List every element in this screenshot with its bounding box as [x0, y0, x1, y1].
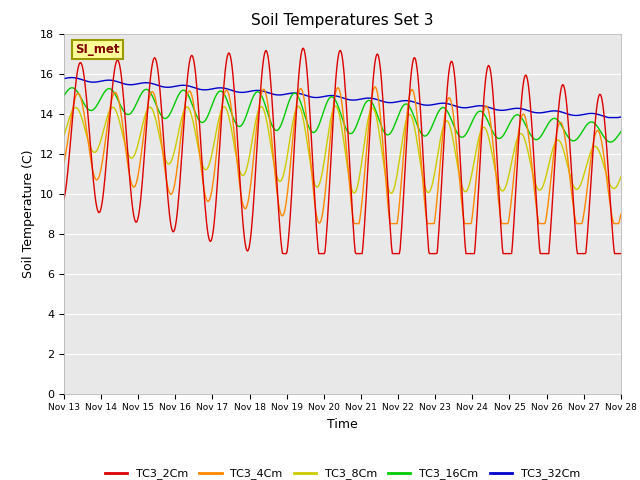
Title: Soil Temperatures Set 3: Soil Temperatures Set 3 — [251, 13, 434, 28]
Legend: TC3_2Cm, TC3_4Cm, TC3_8Cm, TC3_16Cm, TC3_32Cm: TC3_2Cm, TC3_4Cm, TC3_8Cm, TC3_16Cm, TC3… — [100, 464, 584, 480]
Y-axis label: Soil Temperature (C): Soil Temperature (C) — [22, 149, 35, 278]
Text: SI_met: SI_met — [75, 43, 120, 56]
X-axis label: Time: Time — [327, 418, 358, 431]
